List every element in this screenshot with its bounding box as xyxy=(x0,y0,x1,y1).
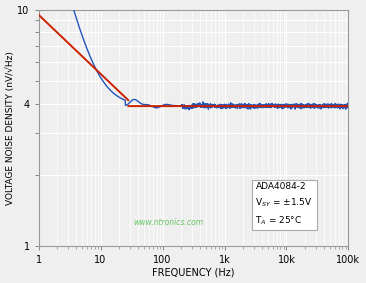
Y-axis label: VOLTAGE NOISE DENSITY (nV/√Hz): VOLTAGE NOISE DENSITY (nV/√Hz) xyxy=(5,51,15,205)
Text: www.ntronics.com: www.ntronics.com xyxy=(134,218,204,227)
X-axis label: FREQUENCY (Hz): FREQUENCY (Hz) xyxy=(152,267,235,277)
Text: ADA4084-2
V$_{SY}$ = ±1.5V
T$_A$ = 25°C: ADA4084-2 V$_{SY}$ = ±1.5V T$_A$ = 25°C xyxy=(255,182,313,227)
